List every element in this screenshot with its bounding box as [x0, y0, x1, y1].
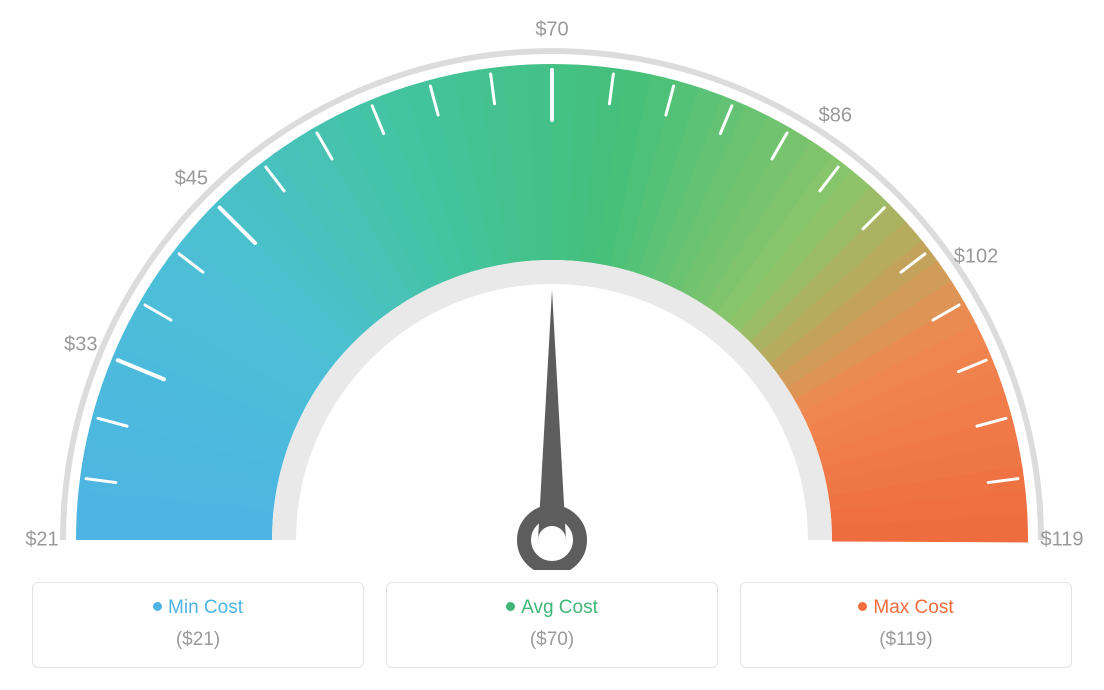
legend-label-max: Max Cost: [873, 597, 953, 618]
legend-value-min: ($21): [45, 629, 351, 651]
gauge-tick-label: $45: [175, 168, 208, 191]
legend-title-avg: Avg Cost: [399, 597, 705, 619]
legend-label-avg: Avg Cost: [521, 597, 598, 618]
legend-label-min: Min Cost: [168, 597, 243, 618]
gauge-chart-container: $21 $33 $45 $70 $86 $102 $119 Min Cost ($21) A…: [0, 0, 1104, 690]
legend-title-max: Max Cost: [753, 597, 1059, 619]
legend-card-avg: Avg Cost ($70): [386, 582, 718, 668]
gauge-tick-label: $119: [1040, 529, 1083, 552]
legend-card-min: Min Cost ($21): [32, 582, 364, 668]
dot-icon: [506, 602, 515, 611]
legend-row: Min Cost ($21) Avg Cost ($70) Max Cost (…: [32, 582, 1072, 668]
gauge-tick-label: $21: [25, 529, 58, 552]
gauge-tick-label: $70: [535, 19, 568, 42]
dot-icon: [153, 602, 162, 611]
gauge-tick-label: $86: [819, 104, 852, 127]
gauge: $21 $33 $45 $70 $86 $102 $119: [0, 0, 1104, 570]
legend-value-avg: ($70): [399, 629, 705, 651]
legend-value-max: ($119): [753, 629, 1059, 651]
dot-icon: [858, 602, 867, 611]
gauge-tick-label: $33: [64, 333, 97, 356]
legend-title-min: Min Cost: [45, 597, 351, 619]
gauge-tick-label: $102: [954, 245, 999, 268]
legend-card-max: Max Cost ($119): [740, 582, 1072, 668]
